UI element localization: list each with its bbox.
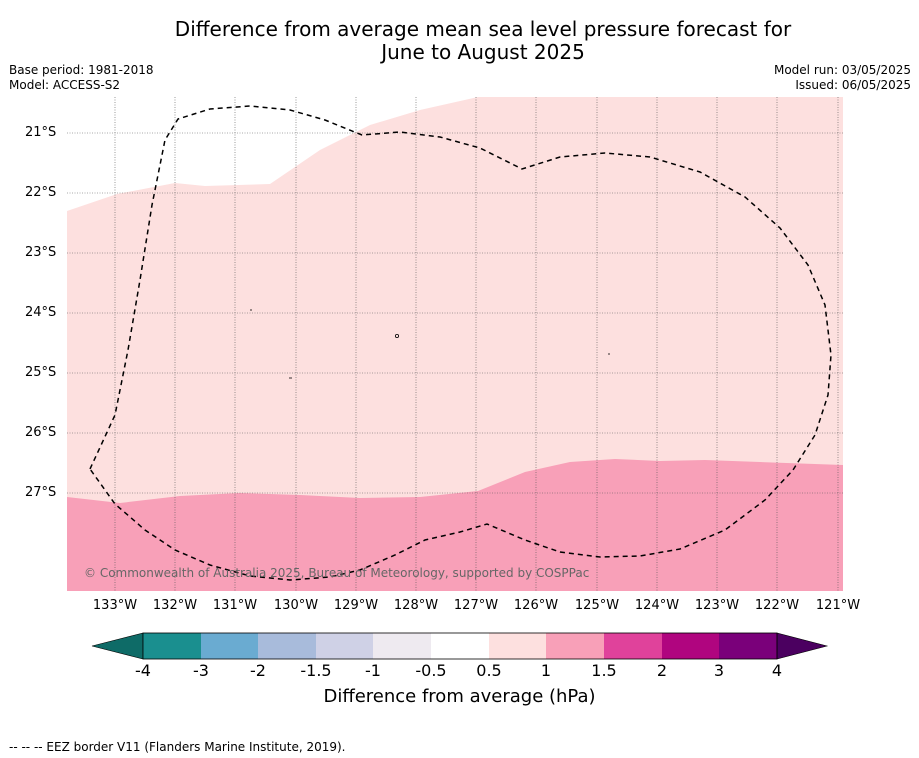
- model-name: Model: ACCESS-S2: [9, 78, 121, 92]
- colorbar-bin-8: [546, 633, 604, 659]
- colorbar-bin-1: [143, 633, 201, 659]
- colorbar-tick-3: -2: [250, 661, 266, 680]
- lon-label-128W: 128°W: [393, 598, 439, 613]
- lat-label-21S: 21°S: [25, 125, 57, 140]
- lon-label-131W: 131°W: [212, 598, 258, 613]
- eez-border: [89, 105, 832, 581]
- meta-right: Model run: 03/05/2025 Issued: 06/05/2025: [774, 63, 911, 93]
- colorbar-low-extend: [91, 632, 144, 660]
- eez-footnote: -- -- -- EEZ border V11 (Flanders Marine…: [9, 740, 346, 754]
- base-period: Base period: 1981-2018: [9, 63, 154, 77]
- title-line-1: Difference from average mean sea level p…: [174, 17, 792, 41]
- colorbar-tick-8: 1: [540, 661, 552, 680]
- lon-label-133W: 133°W: [92, 598, 138, 613]
- colorbar-bin-4: [316, 633, 373, 659]
- issued-date: Issued: 06/05/2025: [795, 78, 911, 92]
- colorbar-bin-6: [431, 633, 489, 659]
- colorbar-tick-5: -1: [365, 661, 381, 680]
- lat-label-23S: 23°S: [25, 245, 57, 260]
- lat-label-24S: 24°S: [25, 305, 57, 320]
- colorbar-outline: [142, 632, 778, 660]
- lon-label-126W: 126°W: [513, 598, 559, 613]
- lon-label-129W: 129°W: [333, 598, 379, 613]
- colorbar-tick-12: 4: [771, 661, 783, 680]
- colorbar-tick-9: 1.5: [591, 661, 617, 680]
- copyright-credit: © Commonwealth of Australia 2025, Bureau…: [84, 566, 590, 580]
- meta-left: Base period: 1981-2018 Model: ACCESS-S2: [9, 63, 154, 93]
- island-2: [394, 333, 399, 338]
- lat-label-26S: 26°S: [25, 425, 57, 440]
- gridlines: [67, 97, 843, 591]
- islands: [250, 309, 610, 379]
- colorbar-bin-3: [258, 633, 316, 659]
- colorbar: [91, 632, 829, 660]
- lon-label-132W: 132°W: [152, 598, 198, 613]
- colorbar-high-extend: [776, 632, 829, 660]
- map-title: Difference from average mean sea level p…: [0, 18, 919, 64]
- colorbar-tick-1: -4: [135, 661, 151, 680]
- lon-label-130W: 130°W: [273, 598, 319, 613]
- colorbar-bin-2: [201, 633, 258, 659]
- lon-label-121W: 121°W: [815, 598, 861, 613]
- colorbar-bin-10: [662, 633, 719, 659]
- colorbar-tick-4: -1.5: [300, 661, 332, 680]
- colorbar-bin-11: [719, 633, 777, 659]
- colorbar-tick-6: -0.5: [415, 661, 447, 680]
- lon-label-123W: 123°W: [694, 598, 740, 613]
- lat-label-25S: 25°S: [25, 365, 57, 380]
- lat-label-22S: 22°S: [25, 185, 57, 200]
- colorbar-bin-9: [604, 633, 662, 659]
- lon-label-124W: 124°W: [634, 598, 680, 613]
- colorbar-label: Difference from average (hPa): [323, 686, 596, 707]
- title-line-2: June to August 2025: [381, 40, 585, 64]
- colorbar-bin-5: [373, 633, 431, 659]
- lon-label-127W: 127°W: [453, 598, 499, 613]
- colorbar-bin-7: [489, 633, 546, 659]
- colorbar-tick-11: 3: [713, 661, 725, 680]
- lon-label-125W: 125°W: [574, 598, 620, 613]
- colorbar-tick-10: 2: [656, 661, 668, 680]
- region-pink: [67, 459, 843, 591]
- lon-label-122W: 122°W: [754, 598, 800, 613]
- colorbar-tick-7: 0.5: [476, 661, 502, 680]
- lat-label-27S: 27°S: [25, 485, 57, 500]
- colorbar-tick-2: -3: [193, 661, 209, 680]
- model-run: Model run: 03/05/2025: [773, 63, 911, 77]
